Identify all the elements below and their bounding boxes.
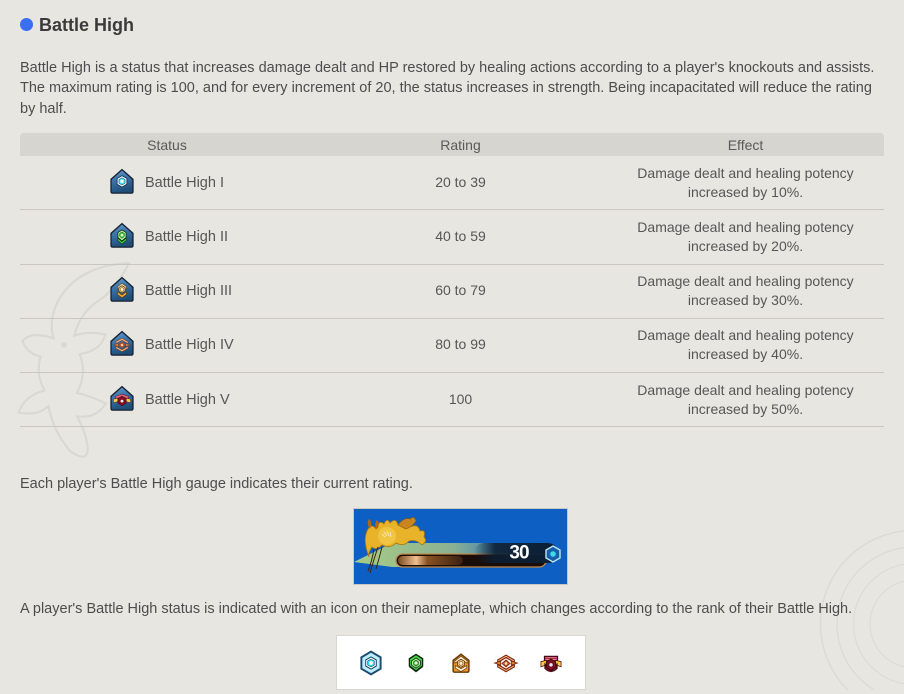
svg-text:30: 30 bbox=[509, 543, 529, 564]
